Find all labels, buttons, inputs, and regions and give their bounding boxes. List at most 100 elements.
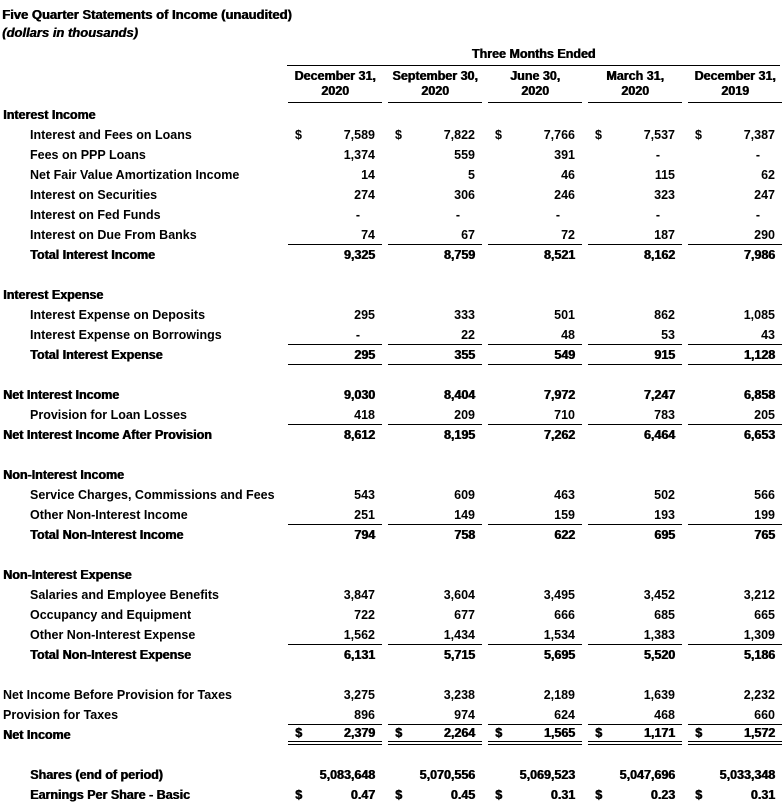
cell-value: 7,589: [343, 128, 375, 142]
currency-symbol: $: [495, 788, 502, 802]
cell-value: 247: [754, 188, 775, 202]
value-cell: 677: [388, 605, 482, 625]
value-cell: 609: [388, 485, 482, 505]
spacer-row: [2, 365, 782, 385]
cell-value: -: [455, 208, 460, 222]
table-row: Total Non-Interest Income 794 758 622 695 765: [2, 525, 782, 545]
value-cell: $7,766: [488, 125, 582, 145]
cell-value: 2,264: [443, 726, 475, 740]
currency-symbol: $: [495, 726, 502, 740]
table-row: Interest on Due From Banks 74 67 72 187 290: [2, 225, 782, 245]
value-cell: -: [688, 145, 782, 165]
value-cell: 7,972: [488, 385, 582, 405]
row-label: Interest Expense on Deposits: [30, 308, 206, 322]
cell-value: 1,639: [643, 688, 675, 702]
value-cell: $2,264: [388, 725, 482, 745]
value-cell: 199: [688, 505, 782, 525]
value-cell: 193: [588, 505, 682, 525]
value-cell: 67: [388, 225, 482, 245]
value-cell: $0.31: [688, 785, 782, 805]
row-label: Salaries and Employee Benefits: [30, 588, 219, 602]
cell-value: 1,534: [543, 627, 575, 642]
value-cell: 543: [288, 485, 382, 505]
value-cell: 46: [488, 165, 582, 185]
row-label: Total Non-Interest Expense: [30, 648, 191, 662]
table-row: Provision for Taxes 896 974 624 468 660: [2, 705, 782, 725]
value-cell: $0.31: [488, 785, 582, 805]
value-cell: 74: [288, 225, 382, 245]
cell-value: 7,972: [543, 388, 575, 402]
cell-value: 660: [754, 707, 775, 722]
cell-value: 48: [561, 327, 575, 342]
value-cell: 3,604: [388, 585, 482, 605]
cell-value: 62: [761, 168, 775, 182]
row-label: Total Non-Interest Income: [30, 528, 184, 542]
value-cell: $0.47: [288, 785, 382, 805]
value-cell: 463: [488, 485, 582, 505]
cell-value: 7,262: [543, 428, 575, 442]
value-cell: 2,232: [688, 685, 782, 705]
cell-value: 3,275: [343, 688, 375, 702]
cell-value: 74: [361, 227, 375, 242]
cell-value: -: [355, 208, 360, 222]
cell-value: 463: [554, 488, 575, 502]
table-row: Interest on Securities 274 306 246 323 247: [2, 185, 782, 205]
cell-value: 1,565: [543, 726, 575, 740]
value-cell: 251: [288, 505, 382, 525]
value-cell: 665: [688, 605, 782, 625]
value-cell: 7,262: [488, 425, 582, 445]
spacer-row: [2, 265, 782, 285]
currency-symbol: $: [595, 726, 602, 740]
currency-symbol: $: [395, 788, 402, 802]
cell-value: 3,847: [343, 588, 375, 602]
value-cell: 549: [488, 345, 582, 365]
value-cell: 8,195: [388, 425, 482, 445]
value-cell: 306: [388, 185, 482, 205]
cell-value: 0.31: [750, 788, 775, 802]
cell-value: 115: [654, 168, 675, 182]
cell-value: 8,404: [443, 388, 475, 402]
cell-value: 391: [554, 148, 575, 162]
value-cell: 5: [388, 165, 482, 185]
cell-value: 758: [454, 528, 475, 542]
value-cell: 3,847: [288, 585, 382, 605]
value-cell: 624: [488, 705, 582, 725]
currency-symbol: $: [395, 726, 402, 740]
row-label: Non-Interest Expense: [3, 568, 132, 582]
value-cell: 1,639: [588, 685, 682, 705]
value-cell: 14: [288, 165, 382, 185]
cell-value: -: [755, 148, 760, 162]
row-label: Interest Expense on Borrowings: [30, 328, 222, 342]
currency-symbol: $: [295, 788, 302, 802]
table-row: Interest on Fed Funds - - - - -: [2, 205, 782, 225]
cell-value: 53: [661, 327, 675, 342]
cell-value: 323: [654, 188, 675, 202]
value-cell: 246: [488, 185, 582, 205]
value-cell: 1,383: [588, 625, 682, 645]
cell-value: 5,520: [643, 648, 675, 662]
column-header: December 31, 2020: [288, 66, 382, 103]
cell-value: 9,325: [343, 248, 375, 262]
table-row: Salaries and Employee Benefits 3,847 3,604…: [2, 585, 782, 605]
table-header-span-row: Three Months Ended: [2, 46, 782, 66]
value-cell: 7,247: [588, 385, 682, 405]
cell-value: 6,858: [743, 388, 775, 402]
cell-value: -: [655, 208, 660, 222]
cell-value: 549: [554, 347, 575, 362]
cell-value: 306: [454, 188, 475, 202]
cell-value: 67: [461, 227, 475, 242]
column-header-month: December 31,: [694, 69, 776, 83]
column-header-year: 2020: [321, 84, 349, 98]
value-cell: $7,537: [588, 125, 682, 145]
table-row: Interest Income: [2, 105, 782, 125]
value-cell: 8,759: [388, 245, 482, 265]
cell-value: 622: [554, 528, 575, 542]
row-label: Net Interest Income: [3, 388, 120, 402]
cell-value: 5,033,348: [719, 768, 775, 782]
column-header: March 31, 2020: [588, 66, 682, 103]
value-cell: 295: [288, 305, 382, 325]
value-cell: 1,534: [488, 625, 582, 645]
table-row: Net Income $2,379 $2,264 $1,565 $1,171 $1,572: [2, 725, 782, 745]
cell-value: 193: [654, 507, 675, 522]
